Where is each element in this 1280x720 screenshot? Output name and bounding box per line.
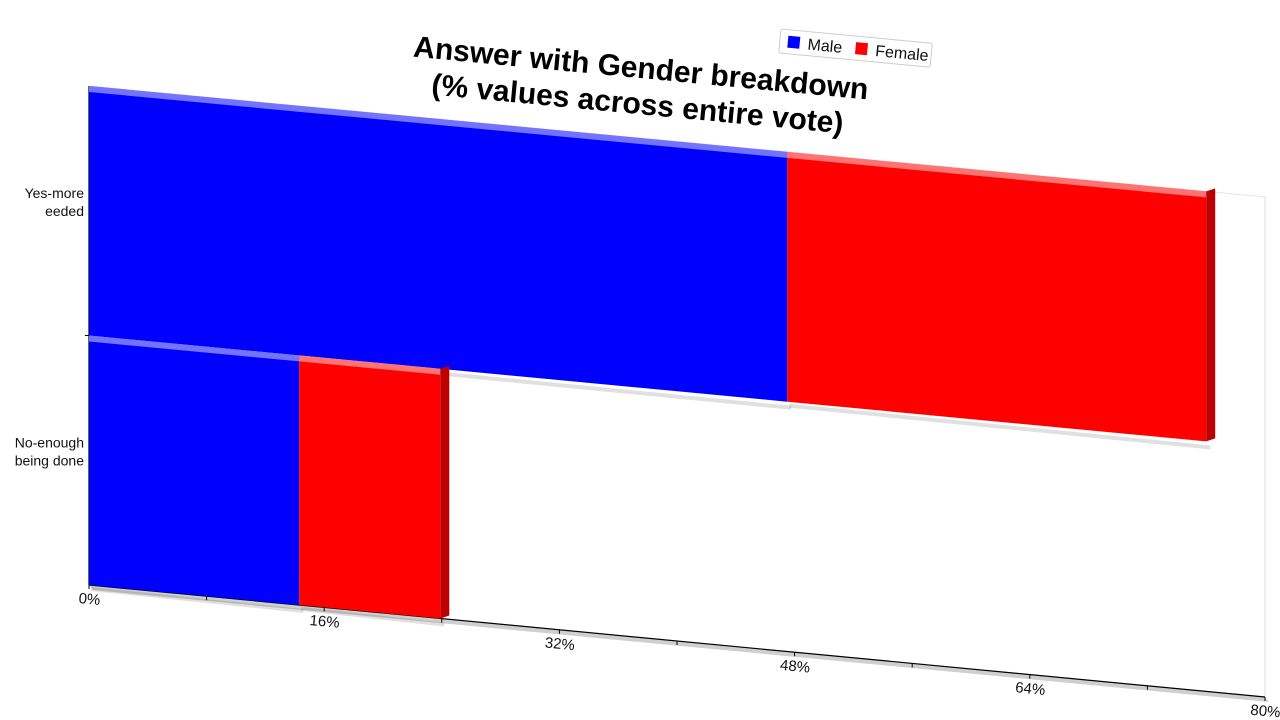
bars-group bbox=[89, 86, 1216, 627]
bar-side-face bbox=[1206, 188, 1216, 442]
bar-face bbox=[89, 335, 300, 605]
x-tick-label: 0% bbox=[78, 590, 101, 609]
legend-box: Male Female bbox=[778, 28, 933, 68]
bar-side-face bbox=[440, 365, 450, 619]
x-tick-label: 80% bbox=[1250, 702, 1280, 720]
bar-shadow bbox=[301, 607, 445, 627]
bar-highlight bbox=[89, 335, 300, 362]
bar-face bbox=[299, 355, 441, 619]
labels-group: Yes-more eeded No-enough being done 0% 16% 32%… bbox=[15, 185, 1280, 720]
bar-female-yes bbox=[787, 151, 1216, 450]
x-tick-label: 32% bbox=[544, 634, 575, 654]
bar-female-no bbox=[299, 355, 450, 627]
bar-highlight bbox=[299, 355, 441, 375]
category-label-no: No-enough being done bbox=[15, 434, 85, 468]
legend-swatch-female bbox=[854, 42, 869, 56]
bar-face bbox=[787, 151, 1207, 442]
bar-shadow bbox=[789, 403, 1211, 450]
category-label-yes: Yes-more eeded bbox=[25, 185, 85, 219]
legend: Male Female bbox=[778, 28, 933, 68]
x-tick-label: 16% bbox=[309, 612, 340, 632]
bar-male-no bbox=[89, 335, 304, 613]
legend-label-male: Male bbox=[807, 37, 843, 57]
bar-face bbox=[89, 86, 788, 402]
x-tick-label: 48% bbox=[779, 657, 810, 677]
bar-highlight bbox=[787, 151, 1207, 198]
category-label-line: No-enough bbox=[15, 434, 84, 450]
category-label-line: eeded bbox=[45, 203, 84, 219]
category-label-line: Yes-more bbox=[25, 185, 85, 201]
x-tick-label: 64% bbox=[1014, 679, 1045, 699]
category-label-line: being done bbox=[15, 452, 85, 468]
bar-highlight bbox=[89, 86, 788, 158]
legend-swatch-male bbox=[787, 35, 801, 49]
legend-label-female: Female bbox=[875, 43, 930, 65]
bar-shadow bbox=[91, 587, 304, 613]
floor-strip bbox=[89, 585, 1269, 702]
